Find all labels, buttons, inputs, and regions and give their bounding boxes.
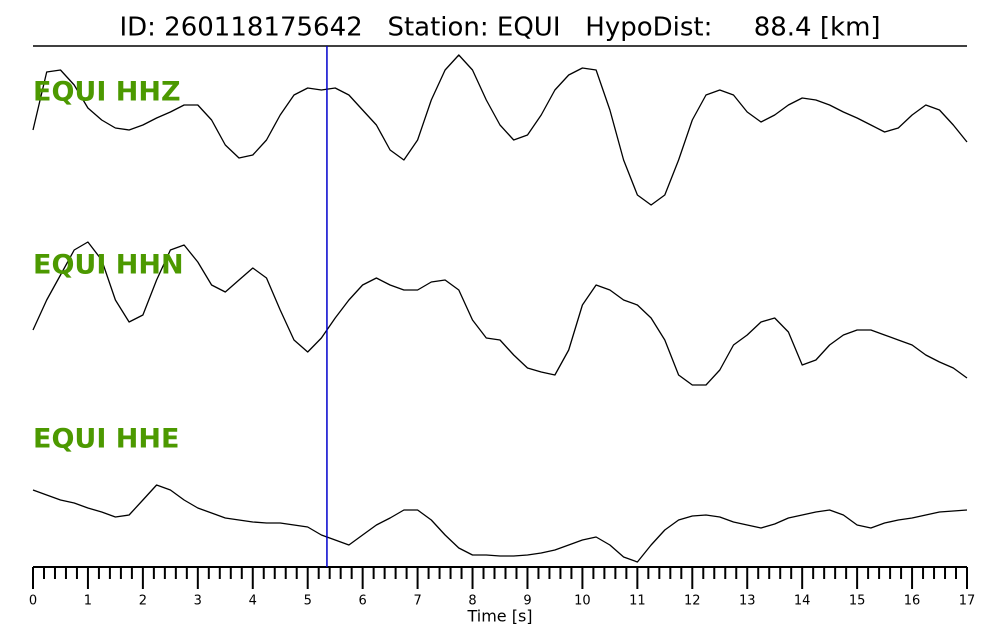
x-tick-label: 7 [413, 594, 421, 609]
x-tick-label: 14 [794, 594, 811, 609]
x-tick-label: 6 [359, 594, 367, 609]
trace-label: EQUI HHE [33, 424, 179, 455]
trace-label: EQUI HHZ [33, 77, 181, 108]
x-tick-label: 4 [249, 594, 257, 609]
x-tick-label: 13 [739, 594, 756, 609]
x-tick-label: 0 [29, 594, 37, 609]
trace-line [32, 484, 968, 563]
x-axis-label: Time [s] [466, 607, 532, 626]
x-tick-label: 11 [629, 594, 646, 609]
x-tick-label: 5 [304, 594, 312, 609]
x-tick-label: 8 [468, 594, 476, 609]
chart-title: ID: 260118175642 Station: EQUI HypoDist:… [119, 13, 880, 43]
x-tick-label: 3 [194, 594, 202, 609]
x-tick-label: 15 [849, 594, 866, 609]
trace-line [32, 54, 968, 206]
x-tick-label: 17 [959, 594, 976, 609]
x-tick-label: 2 [139, 594, 147, 609]
x-tick-label: 1 [84, 594, 92, 609]
x-tick-label: 12 [684, 594, 701, 609]
x-tick-label: 9 [523, 594, 531, 609]
x-tick-label: 16 [904, 594, 921, 609]
trace-label: EQUI HHN [33, 250, 184, 281]
trace-line [32, 241, 968, 386]
x-tick-label: 10 [574, 594, 591, 609]
